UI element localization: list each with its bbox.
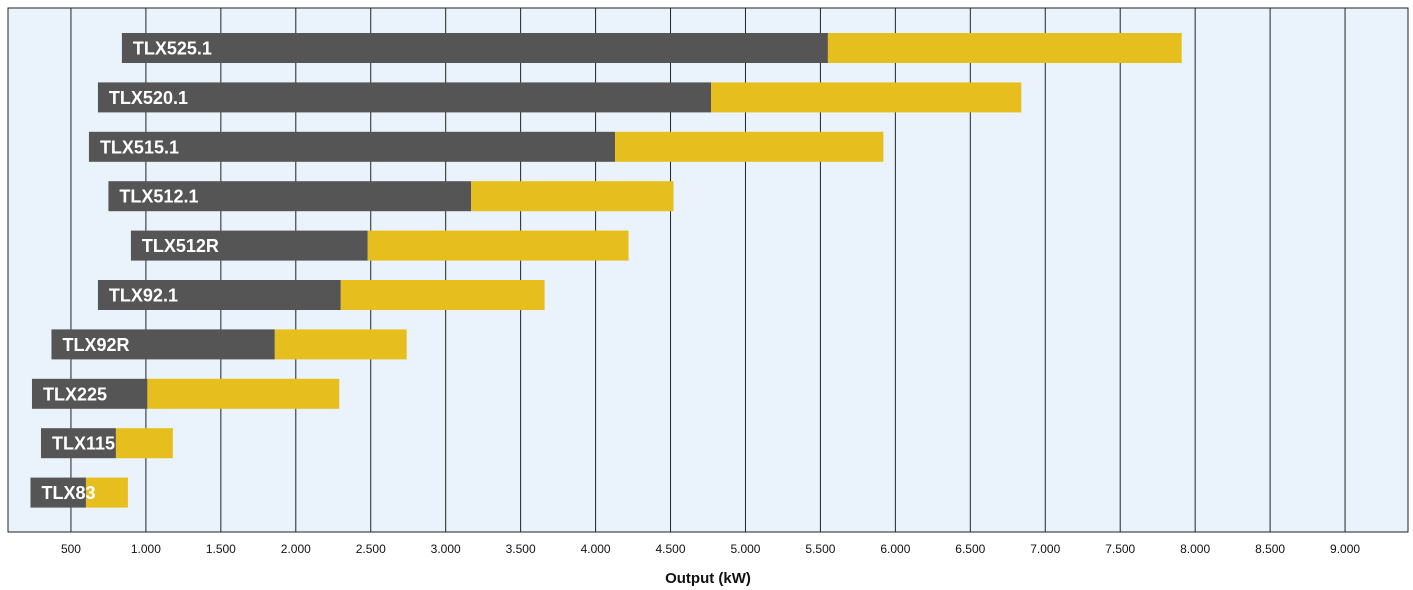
plot-frame — [7, 7, 1409, 533]
x-tick-label: 8.000 — [1180, 542, 1210, 556]
bar-segment-lower — [121, 33, 828, 63]
bar-group: TLX92.1 — [97, 280, 545, 310]
bar-group: TLX83 — [30, 477, 128, 508]
bar-segment-upper — [147, 378, 340, 409]
bar-segment-upper — [85, 477, 128, 508]
bar-segment-lower — [40, 428, 116, 459]
bar-segment-lower — [30, 477, 86, 508]
bar-segment-lower — [31, 378, 148, 409]
x-tick-label: 2.000 — [281, 542, 311, 556]
bar-label: TLX512R — [142, 236, 219, 256]
bar-group: TLX512.1 — [108, 181, 674, 212]
bar-label: TLX515.1 — [100, 137, 179, 157]
bar-segment-lower — [88, 131, 616, 162]
bar-segment-upper — [615, 131, 884, 162]
bar-segment-upper — [471, 181, 674, 212]
bar-segment-lower — [108, 181, 472, 212]
x-axis-ticks: 500 1.000 1.500 2.000 2.500 3.000 3.500 4.000 4.… — [61, 542, 1360, 556]
x-tick-label: 3.000 — [431, 542, 461, 556]
x-tick-label: 5.500 — [805, 542, 835, 556]
x-tick-label: 7.000 — [1030, 542, 1060, 556]
bar-segment-lower — [97, 82, 711, 113]
x-tick-label: 5.000 — [730, 542, 760, 556]
bar-segment-upper — [274, 329, 407, 360]
bar-segment-upper — [115, 428, 173, 459]
bar-group: TLX520.1 — [97, 82, 1022, 113]
x-tick-label: 8.500 — [1255, 542, 1285, 556]
bar-group: TLX115 — [40, 428, 173, 459]
x-tick-label: 6.500 — [955, 542, 985, 556]
bar-label: TLX83 — [41, 483, 95, 503]
bar-label: TLX92R — [62, 335, 129, 355]
bar-label: TLX92.1 — [109, 286, 178, 306]
bar-group: TLX512R — [130, 230, 629, 261]
bar-label: TLX520.1 — [109, 88, 188, 108]
x-axis-title: Output (kW) — [665, 570, 751, 587]
x-tick-label: 500 — [61, 542, 81, 556]
x-tick-label: 2.500 — [356, 542, 386, 556]
x-tick-label: 4.500 — [656, 542, 686, 556]
bar-segment-lower — [51, 329, 275, 360]
bar-label: TLX512.1 — [119, 187, 198, 207]
bars: TLX525.1 TLX520.1 TLX515.1 TLX512.1 TLX512R T… — [30, 33, 1182, 508]
bar-group: TLX225 — [31, 378, 340, 409]
bar-group: TLX92R — [51, 329, 407, 360]
x-tick-label: 1.500 — [206, 542, 236, 556]
bar-segment-lower — [130, 230, 368, 261]
bar-label: TLX225 — [43, 384, 107, 404]
x-tick-label: 6.000 — [880, 542, 910, 556]
bar-label: TLX115 — [52, 434, 115, 454]
bar-segment-upper — [710, 82, 1022, 113]
bar-segment-upper — [340, 280, 545, 310]
bar-group: TLX515.1 — [88, 131, 884, 162]
x-tick-label: 1.000 — [131, 542, 161, 556]
bar-segment-upper — [827, 33, 1182, 63]
bar-group: TLX525.1 — [121, 33, 1182, 63]
bar-label: TLX525.1 — [133, 39, 212, 59]
bar-segment-upper — [367, 230, 629, 261]
bar-segment-lower — [97, 280, 341, 310]
x-tick-label: 7.500 — [1105, 542, 1135, 556]
x-tick-label: 3.500 — [506, 542, 536, 556]
x-tick-label: 4.000 — [581, 542, 611, 556]
x-tick-label: 9.000 — [1330, 542, 1360, 556]
